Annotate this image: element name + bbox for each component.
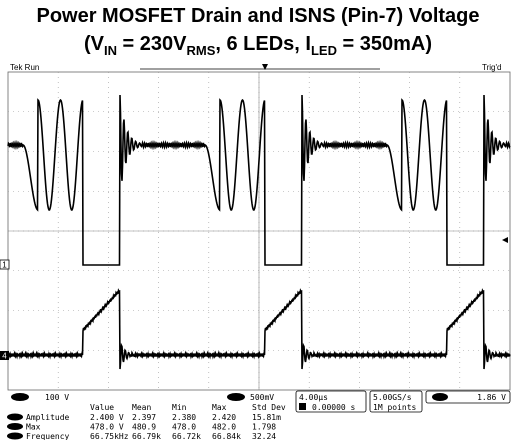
row-badge xyxy=(7,423,23,430)
acq-box xyxy=(369,390,423,413)
cell: 480.9 xyxy=(132,423,156,432)
cell: 66.84k xyxy=(212,432,241,440)
ch4-scale: 500mV xyxy=(250,393,274,402)
subscript: LED xyxy=(311,43,337,58)
row-label: Frequency xyxy=(26,432,70,440)
row-badge xyxy=(7,413,23,421)
ch1-marker-box xyxy=(0,259,10,270)
cell: 478.0 xyxy=(172,423,196,432)
column-header: Value xyxy=(90,403,114,412)
record-length: 1M points xyxy=(373,403,417,412)
title-part: = 230V xyxy=(117,33,187,55)
row-badge xyxy=(7,432,23,440)
title-part: (V xyxy=(84,33,105,55)
trigger-box xyxy=(425,390,511,404)
cell: 66.75kHz xyxy=(90,432,129,440)
ch1-scale: 100 V xyxy=(45,393,69,402)
subscript: IN xyxy=(104,43,117,58)
ch1-marker: 1 xyxy=(2,261,7,270)
cell: 482.0 xyxy=(212,423,236,432)
trigger-icon xyxy=(299,403,306,410)
row-label: Max xyxy=(26,423,41,432)
title-line1: Power MOSFET Drain and ISNS (Pin-7) Volt… xyxy=(36,5,479,27)
cell: 2.420 xyxy=(212,413,236,422)
cell: 32.24 xyxy=(252,432,276,440)
cell: 2.397 xyxy=(132,413,156,422)
column-header: Min xyxy=(172,403,187,412)
trigger-pos: 0.00000 s xyxy=(312,403,356,412)
cell: 1.798 xyxy=(252,423,276,432)
measurement-table: Value Mean Min Max Std Dev Amplitude 2.400 V 2.… xyxy=(7,403,286,440)
ch4-marker-box xyxy=(0,351,9,360)
trigger-level: 1.86 V xyxy=(477,393,506,402)
isns-waveform xyxy=(7,288,511,370)
trig-ch-badge xyxy=(432,393,448,401)
column-header: Mean xyxy=(132,403,151,412)
title-part: , 6 LEDs, I xyxy=(215,33,311,55)
trigger-state: Trig'd xyxy=(482,63,501,72)
timebase-box xyxy=(295,390,367,413)
trigger-level-marker xyxy=(502,237,508,243)
title-line2: (VIN = 230VRMS, 6 LEDs, ILED = 350mA) xyxy=(84,33,432,58)
column-header: Max xyxy=(212,403,227,412)
ch4-marker: 4 xyxy=(2,352,7,361)
timebase: 4.00µs xyxy=(299,393,328,402)
column-header: Std Dev xyxy=(252,403,286,412)
ch1-badge xyxy=(11,393,29,401)
cell: 478.0 V xyxy=(90,423,124,432)
ch4-badge xyxy=(227,393,245,401)
status: Tek Run xyxy=(10,63,39,72)
row-label: Amplitude xyxy=(26,413,70,422)
cell: 2.380 xyxy=(172,413,196,422)
cell: 2.400 V xyxy=(90,413,124,422)
drain-waveform xyxy=(7,94,511,266)
trigger-marker xyxy=(262,64,268,70)
subscript: RMS xyxy=(186,43,215,58)
cell: 66.72k xyxy=(172,432,201,440)
status-bar: 100 V 500mV 4.00µs 0.00000 s 5.00GS/s 1M… xyxy=(11,390,511,413)
sample-rate: 5.00GS/s xyxy=(373,393,412,402)
cell: 15.81m xyxy=(252,413,281,422)
title-part: = 350mA) xyxy=(337,33,432,55)
graticule xyxy=(8,72,510,390)
cell: 66.79k xyxy=(132,432,161,440)
